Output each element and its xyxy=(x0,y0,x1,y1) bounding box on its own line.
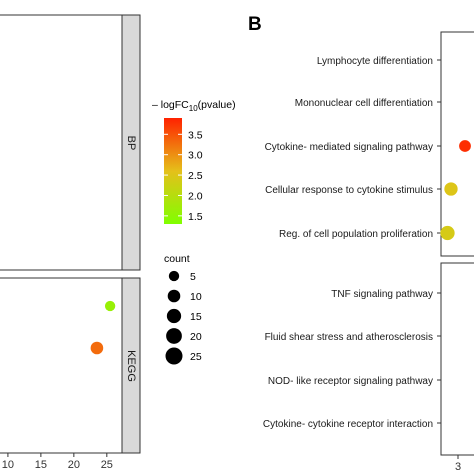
color-legend-tick-label: 3.5 xyxy=(188,129,203,141)
facet-label-kegg: KEGG xyxy=(125,350,137,382)
size-legend-label: 25 xyxy=(190,351,202,363)
category-label: Lymphocyte differentiation xyxy=(317,56,433,67)
size-legend-circle xyxy=(167,289,181,303)
panel-a-facet-kegg-strip xyxy=(121,277,141,454)
category-label: Cytokine- mediated signaling pathway xyxy=(265,142,433,153)
color-legend-tick-label: 3.0 xyxy=(188,150,203,162)
data-point xyxy=(90,341,104,355)
panel-b-category-labels: Lymphocyte differentiation Mononuclear ce… xyxy=(263,56,441,430)
panel-a-x-tick-label: 10 xyxy=(2,459,14,471)
panel-a-facet-bp-strip xyxy=(121,14,141,271)
data-point xyxy=(459,140,471,152)
panel-a-x-tick-label: 25 xyxy=(101,459,113,471)
color-legend-ticks: 3.5 3.0 2.5 2.0 1.5 xyxy=(164,129,203,223)
panel-a-x-tick-label: 20 xyxy=(68,459,80,471)
size-legend-label: 15 xyxy=(190,311,202,323)
color-legend-tick-label: 2.0 xyxy=(188,190,203,202)
panel-b-facet-2-plot xyxy=(440,262,474,456)
panel-a-facet-kegg-plot xyxy=(0,277,123,454)
color-legend-title-prefix: – logFC xyxy=(152,99,189,111)
panel-a-kegg-points xyxy=(90,300,116,355)
data-point xyxy=(104,300,116,312)
category-label: TNF signaling pathway xyxy=(331,289,433,300)
panel-a-x-tick-label: 15 xyxy=(35,459,47,471)
category-label: Cellular response to cytokine stimulus xyxy=(265,185,433,196)
size-legend-circle xyxy=(165,347,183,365)
panel-b-x-tick-label: 3 xyxy=(455,461,461,473)
color-legend-title-subscript: 10 xyxy=(189,104,198,113)
size-legend-label: 10 xyxy=(190,291,202,303)
size-legend-label: 5 xyxy=(190,271,196,283)
color-legend-title-suffix: (pvalue) xyxy=(198,99,236,111)
data-point xyxy=(440,225,455,241)
panel-b-letter: B xyxy=(248,14,262,35)
category-label: Mononuclear cell differentiation xyxy=(295,98,433,109)
panel-b-x-axis: 3 xyxy=(455,455,461,473)
category-label: Cytokine- cytokine receptor interaction xyxy=(263,419,433,430)
color-legend-tick-label: 2.5 xyxy=(188,170,203,182)
size-legend-title: count xyxy=(164,253,190,265)
facet-label-bp: BP xyxy=(125,136,137,151)
color-legend-tick-label: 1.5 xyxy=(188,211,203,223)
data-point xyxy=(444,182,458,196)
color-legend-bar xyxy=(164,118,182,224)
category-label: Reg. of cell population proliferation xyxy=(279,229,433,240)
size-legend-circle xyxy=(168,270,180,282)
size-legend-circle xyxy=(166,308,182,324)
panel-a-x-axis: 10 15 20 25 xyxy=(2,453,113,471)
panel-b-points xyxy=(440,140,471,241)
panel-a-facet-bp-plot xyxy=(0,14,123,271)
category-label: Fluid shear stress and atherosclerosis xyxy=(265,332,433,343)
size-legend: 5 10 15 20 25 xyxy=(165,270,202,365)
category-label: NOD- like receptor signaling pathway xyxy=(268,376,433,387)
size-legend-circle xyxy=(166,328,182,344)
size-legend-label: 20 xyxy=(190,331,202,343)
color-legend-title: – logFC10(pvalue) xyxy=(152,99,236,113)
